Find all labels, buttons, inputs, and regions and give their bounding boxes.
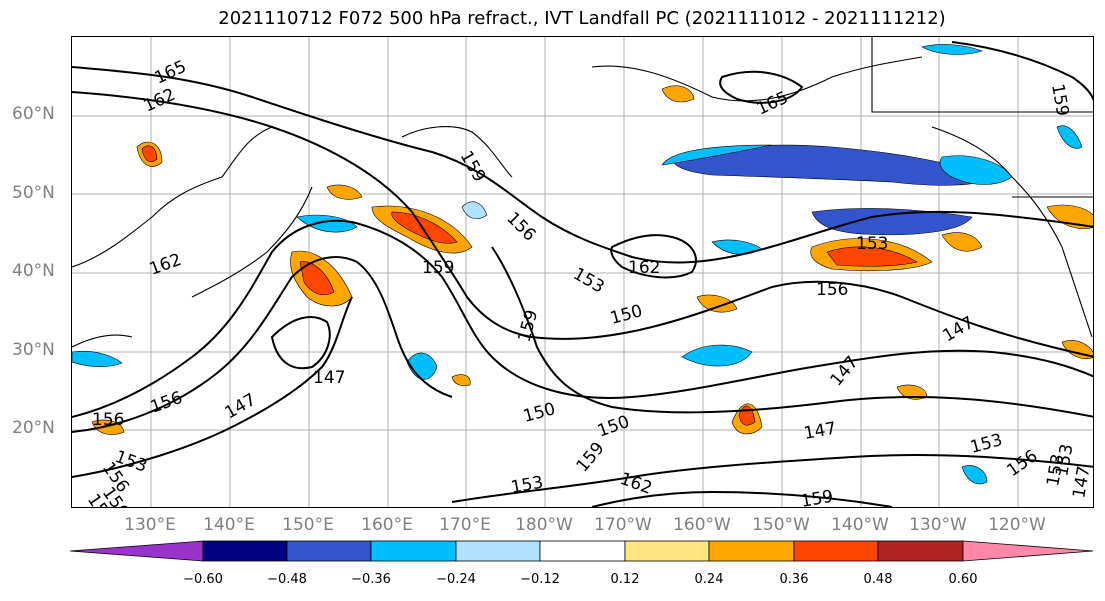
contour-labels: 165 162 159 156 153 162 159 159 156 153 … xyxy=(83,57,1094,508)
contour-label: 165 xyxy=(754,88,792,120)
ivt-positive-patch xyxy=(451,374,471,387)
lon-label: 180°W xyxy=(515,515,573,535)
ivt-negative-patch xyxy=(661,144,773,166)
contour-label: 150 xyxy=(608,301,645,329)
contour-label: 153 xyxy=(570,264,608,298)
colorbar-tick: 0.12 xyxy=(610,572,640,587)
ivt-negative-patch xyxy=(296,214,358,233)
contour-label: 153 xyxy=(856,234,888,254)
colorbar-segment xyxy=(877,540,964,562)
contour-label: 153 xyxy=(509,473,544,498)
contour-label: 159 xyxy=(573,438,609,476)
lon-label: 150°W xyxy=(752,515,810,535)
ivt-positive-patch xyxy=(141,145,158,162)
ivt-positive-patch xyxy=(326,184,363,200)
map-canvas: 165 162 159 156 153 162 159 159 156 153 … xyxy=(72,37,1094,508)
colorbar-segment xyxy=(370,540,457,562)
ivt-negative-patch xyxy=(72,350,123,367)
ivt-positive-patch xyxy=(1046,204,1093,229)
ivt-positive-patch xyxy=(696,294,738,313)
ivt-negative-patch xyxy=(961,465,988,485)
colorbar-tick: 0.36 xyxy=(779,572,809,587)
contour-label: 150 xyxy=(595,412,632,442)
colorbar-segment xyxy=(70,540,204,562)
lon-label: 160°E xyxy=(361,515,413,535)
lon-label: 150°E xyxy=(282,515,334,535)
contour-label: 147 xyxy=(313,368,345,388)
lon-label: 130°E xyxy=(124,515,176,535)
ivt-negative-patch xyxy=(939,155,1013,185)
colorbar-tick: 0.48 xyxy=(863,572,893,587)
map-plot-area: 165 162 159 156 153 162 159 159 156 153 … xyxy=(71,36,1094,508)
colorbar-segment xyxy=(624,540,710,562)
ivt-positive-patch xyxy=(941,232,983,252)
ivt-negative-patch xyxy=(1056,125,1083,149)
lat-label: 60°N xyxy=(12,104,55,124)
contour-label: 150 xyxy=(521,399,558,427)
lat-label: 40°N xyxy=(12,261,55,281)
colorbar-tick: −0.12 xyxy=(520,572,560,587)
colorbar-segment xyxy=(708,540,795,562)
colorbar-segment xyxy=(539,540,626,562)
contour-label: 147 xyxy=(1069,464,1094,499)
colorbar-tick: 0.60 xyxy=(948,572,978,587)
ivt-negative-patch xyxy=(811,208,973,236)
contour-label: 153 xyxy=(968,430,1005,458)
ivt-positive-patch xyxy=(391,211,458,244)
colorbar-tick: −0.48 xyxy=(267,572,307,587)
colorbar-segment xyxy=(202,540,288,562)
graticule xyxy=(72,37,1093,507)
lon-label: 170°W xyxy=(594,515,652,535)
contour-label: 159 xyxy=(799,487,834,508)
contour-label: 162 xyxy=(141,85,179,117)
colorbar-tick: −0.60 xyxy=(183,572,223,587)
contour-label: 147 xyxy=(827,352,863,390)
lon-label: 140°W xyxy=(831,515,889,535)
contour-label: 159 xyxy=(515,308,543,345)
contours xyxy=(72,41,1093,507)
lat-label: 30°N xyxy=(12,340,55,360)
ivt-negative-patch xyxy=(921,44,983,55)
colorbar-segment xyxy=(793,540,879,562)
ivt-shading xyxy=(72,44,1093,485)
ivt-positive-patch xyxy=(661,85,695,103)
map-title: 2021110712 F072 500 hPa refract., IVT La… xyxy=(218,8,946,29)
colorbar-segment xyxy=(455,540,541,562)
contour-label: 147 xyxy=(802,419,837,444)
lon-label: 120°W xyxy=(988,515,1046,535)
ivt-negative-patch xyxy=(681,344,753,367)
lat-label: 50°N xyxy=(12,183,55,203)
ivt-negative-patch xyxy=(461,201,488,220)
lon-label: 170°E xyxy=(439,515,491,535)
colorbar-segment xyxy=(286,540,372,562)
contour-label: 147 xyxy=(940,313,978,347)
ivt-positive-patch xyxy=(826,246,918,267)
contour-label: 156 xyxy=(502,208,539,245)
colorbar-tick: −0.24 xyxy=(436,572,476,587)
lat-label: 20°N xyxy=(12,418,55,438)
contour-label: 147 xyxy=(222,390,260,424)
colorbar xyxy=(70,540,1094,562)
contour-label: 156 xyxy=(816,280,848,300)
contour-label: 159 xyxy=(456,148,490,186)
colorbar-segment xyxy=(962,540,1094,562)
lon-label: 140°E xyxy=(203,515,255,535)
contour-label: 156 xyxy=(92,410,124,430)
contour-label: 156 xyxy=(148,388,185,418)
lon-label: 130°W xyxy=(909,515,967,535)
contour-label: 162 xyxy=(147,250,184,280)
colorbar-tick: 0.24 xyxy=(694,572,724,587)
contour-label: 159 xyxy=(422,258,454,278)
contour-label: 165 xyxy=(152,57,190,89)
contour-label: 156 xyxy=(1003,446,1041,481)
lon-label: 160°W xyxy=(673,515,731,535)
contour-label: 162 xyxy=(628,258,660,278)
coastlines xyxy=(72,37,1093,348)
colorbar-tick: −0.36 xyxy=(351,572,391,587)
